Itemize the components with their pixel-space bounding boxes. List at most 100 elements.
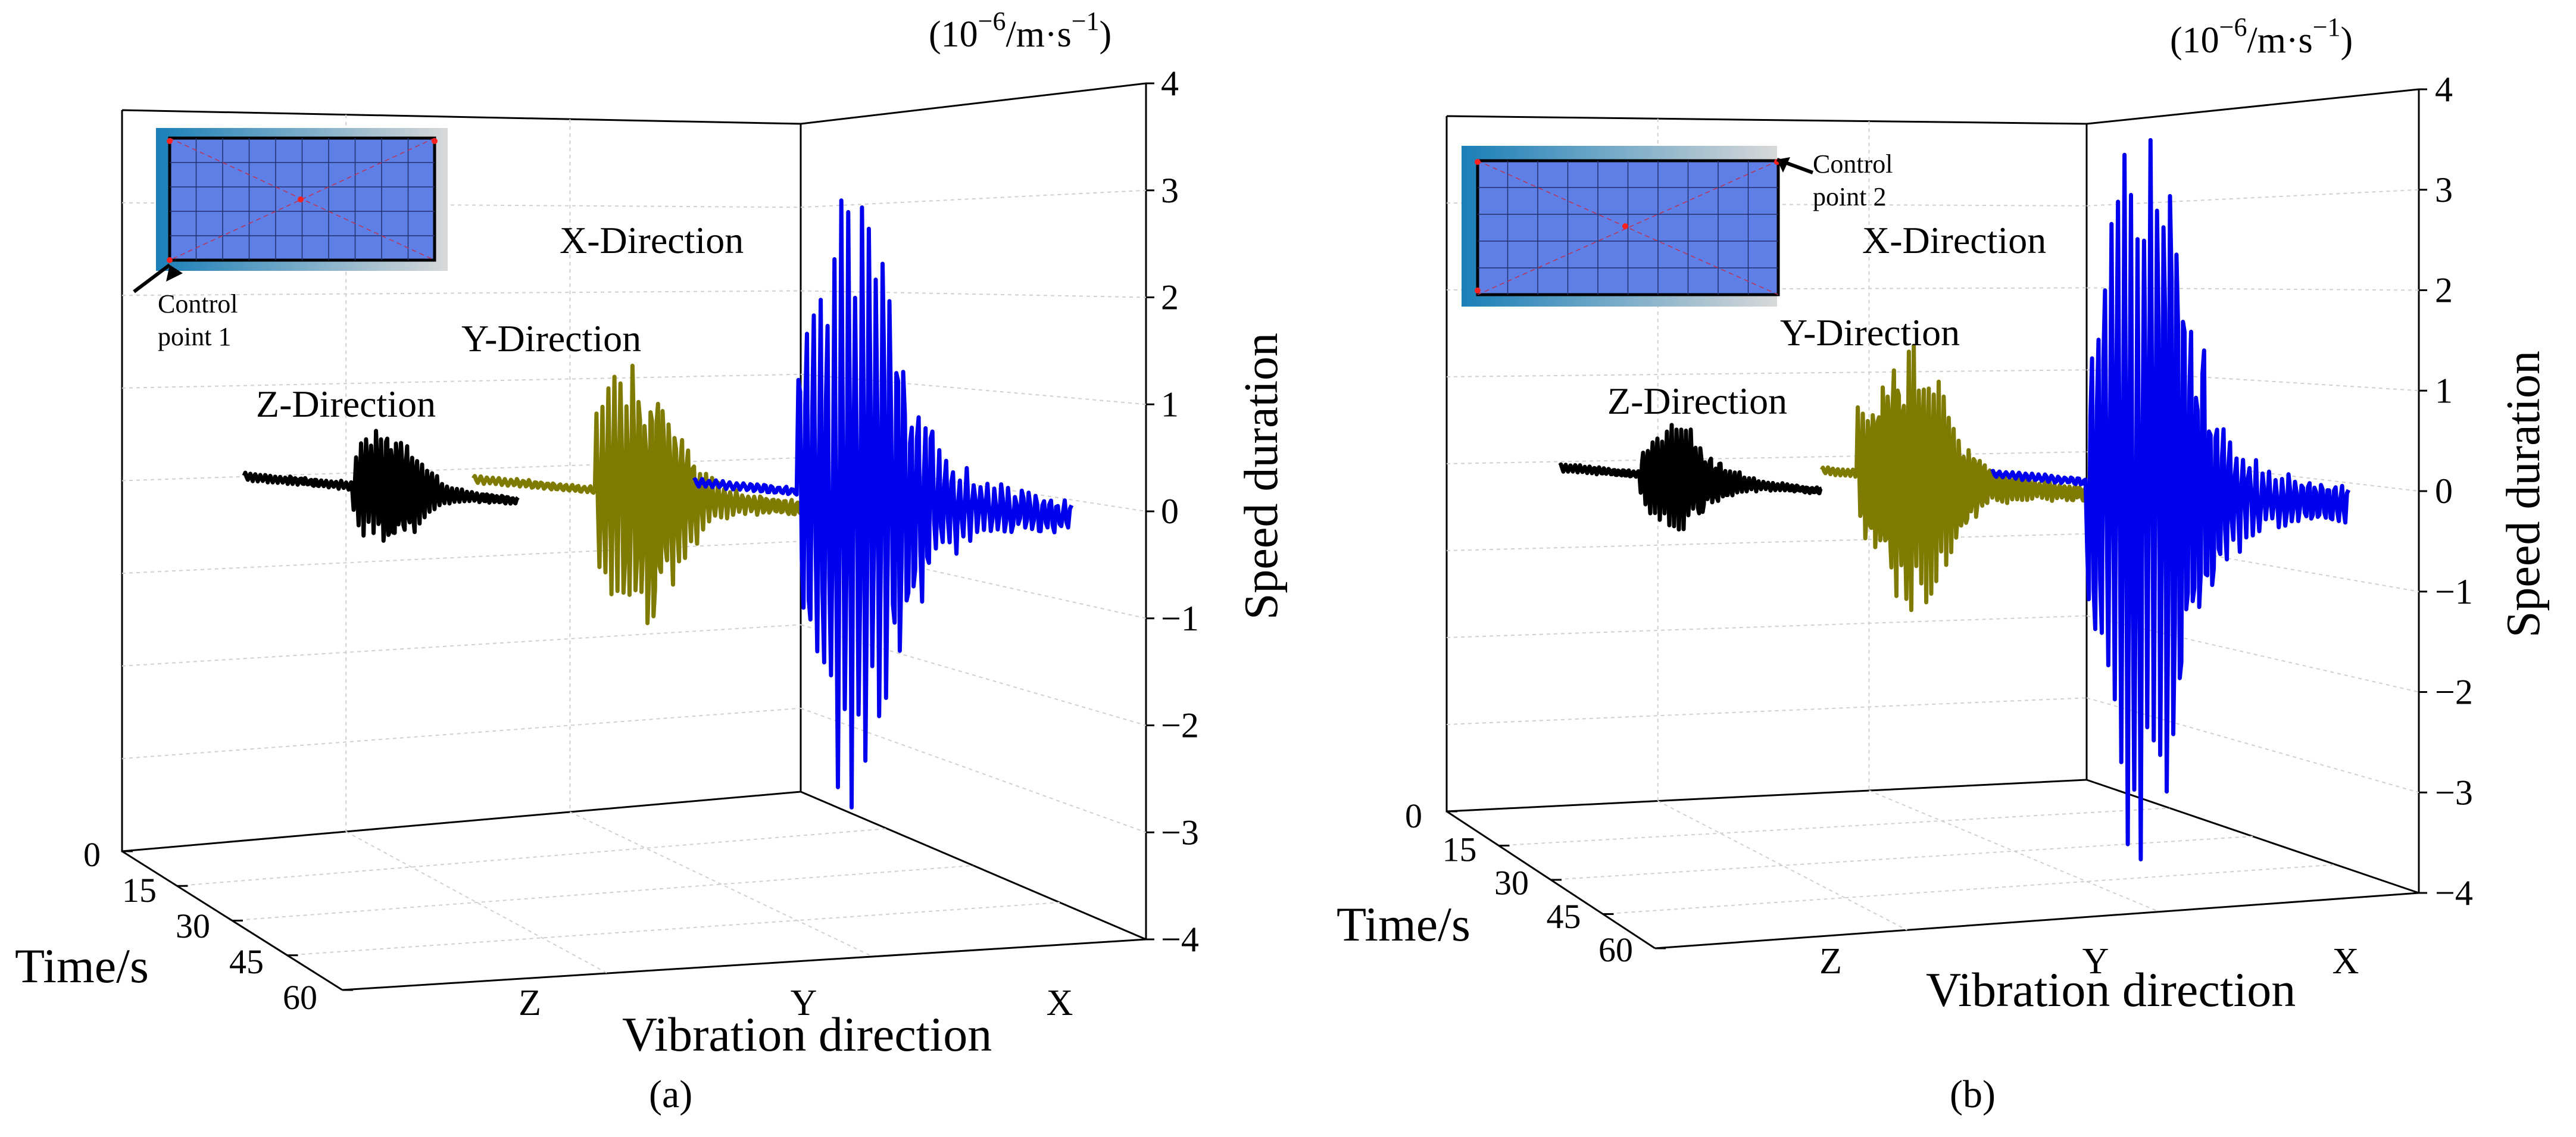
speed-tick-label: −4 <box>1161 920 1199 959</box>
direction-tick-label: Y <box>791 983 817 1023</box>
time-tick-label: 60 <box>283 978 317 1017</box>
series-label: Y-Direction <box>1780 311 1960 354</box>
grid-line <box>1446 369 2087 377</box>
grid-line <box>2086 189 2419 207</box>
grid-line <box>1869 790 2160 913</box>
grid-line <box>121 624 801 667</box>
series-line-x <box>1990 138 2351 861</box>
back-wall-top <box>800 82 1147 125</box>
grid-line <box>121 707 801 760</box>
grid-line <box>121 373 801 389</box>
speed-tick-label: −3 <box>1161 813 1199 852</box>
back-wall-top <box>2086 88 2419 125</box>
panel-a: 4 3 2 1 0 −1 −2 −3 −4 (10−6/m·s−1) Speed duration 0… <box>15 7 1288 1116</box>
grid-line <box>121 290 801 296</box>
series-label: Z-Direction <box>256 383 436 425</box>
grid-line <box>2086 533 2419 592</box>
grid-line <box>569 811 873 957</box>
speed-tick-label: 1 <box>1161 385 1179 424</box>
series-label: X-Direction <box>560 219 744 261</box>
series-line-x <box>692 198 1074 810</box>
grid-line <box>121 541 801 574</box>
grid-line <box>1603 864 2336 915</box>
time-tick-label: 30 <box>176 907 210 945</box>
inset-corner-point <box>1475 159 1481 165</box>
vibration-axis-title: Vibration direction <box>622 1007 992 1061</box>
callout-arrow-head <box>166 265 183 282</box>
inset-corner-point <box>1475 288 1481 293</box>
grid-line <box>2086 451 2419 492</box>
grid-line <box>800 373 1147 405</box>
series-label: Y-Direction <box>461 317 641 360</box>
speed-tick-label: 3 <box>1161 171 1179 210</box>
callout-arrow <box>133 263 171 293</box>
panel-b: 4 3 2 1 0 −1 −2 −3 −4 (10−6/m·s−1) Speed duration 0… <box>1337 13 2550 1116</box>
speed-tick-label: 4 <box>2435 70 2453 109</box>
time-axis-title: Time/s <box>1337 897 1470 951</box>
series-line-y <box>472 363 806 626</box>
grid-line <box>1446 615 2087 638</box>
direction-tick-label: X <box>2333 941 2359 982</box>
direction-tick-label: Y <box>2082 941 2109 982</box>
speed-tick-label: 2 <box>1161 278 1179 317</box>
direction-tick-label: Z <box>519 983 541 1023</box>
speed-tick-label: −3 <box>2435 773 2473 812</box>
speed-tick-label: 2 <box>2435 271 2453 310</box>
inset-corner-point <box>167 138 173 144</box>
speed-tick-label: 0 <box>1161 492 1179 531</box>
time-tick-label: 15 <box>122 871 157 910</box>
grid-line <box>2086 369 2419 392</box>
grid-line <box>1498 807 2170 846</box>
vibration-axis <box>1654 892 2419 949</box>
panel-label: (a) <box>649 1073 692 1116</box>
speed-tick-label: −4 <box>2435 873 2473 913</box>
grid-line <box>1446 451 2087 464</box>
speed-tick-label: −1 <box>2435 572 2473 611</box>
speed-tick-label: 3 <box>2435 170 2453 210</box>
speed-axis-title: Speed duration <box>1235 333 1288 620</box>
grid-line <box>1446 533 2087 551</box>
series-line-y <box>1819 343 2098 613</box>
time-tick-label: 60 <box>1598 930 1633 969</box>
speed-tick-label: −2 <box>2435 673 2473 712</box>
time-tick-label: 15 <box>1442 830 1477 869</box>
panel-label: (b) <box>1950 1073 1996 1116</box>
grid-line <box>800 189 1147 208</box>
speed-tick-label: 4 <box>1161 64 1179 103</box>
control-point-callout: Control <box>1813 149 1893 179</box>
time-tick-label: 45 <box>1547 897 1581 936</box>
speed-tick-label: 1 <box>2435 371 2453 410</box>
vibration-axis-title: Vibration direction <box>1926 963 2296 1017</box>
grid-line <box>287 902 1060 956</box>
series-label: X-Direction <box>1862 219 2046 261</box>
time-tick-label: 0 <box>1405 796 1422 835</box>
grid-line <box>800 290 1147 298</box>
series-line-z <box>242 429 520 543</box>
time-axis-title: Time/s <box>15 939 149 993</box>
vibration-axis <box>342 938 1147 991</box>
grid-line <box>177 828 888 887</box>
inset-corner-point <box>432 138 438 144</box>
control-point-callout: Control <box>158 289 238 318</box>
speed-unit-label: (10−6/m·s−1) <box>929 7 1111 55</box>
speed-axis-title: Speed duration <box>2497 351 2550 638</box>
series-label: Z-Direction <box>1607 380 1787 422</box>
direction-tick-label: X <box>1047 983 1073 1023</box>
series-line-z <box>1558 423 1823 532</box>
speed-tick-label: 0 <box>2435 471 2453 511</box>
grid-line <box>1446 697 2087 725</box>
speed-unit-label: (10−6/m·s−1) <box>2170 13 2353 61</box>
grid-line <box>232 865 974 922</box>
grid-line <box>1550 836 2253 880</box>
control-point-callout: point 2 <box>1813 182 1886 211</box>
time-tick-label: 30 <box>1494 864 1529 902</box>
inset-corner-point <box>167 257 173 263</box>
control-point-callout: point 1 <box>158 322 231 351</box>
callout-arrow-head <box>1777 157 1790 173</box>
time-tick-label: 45 <box>229 942 264 981</box>
speed-tick-label: −1 <box>1161 599 1199 638</box>
speed-tick-label: −2 <box>1161 706 1199 745</box>
inset-center-point <box>298 196 304 202</box>
grid-line <box>121 202 801 208</box>
